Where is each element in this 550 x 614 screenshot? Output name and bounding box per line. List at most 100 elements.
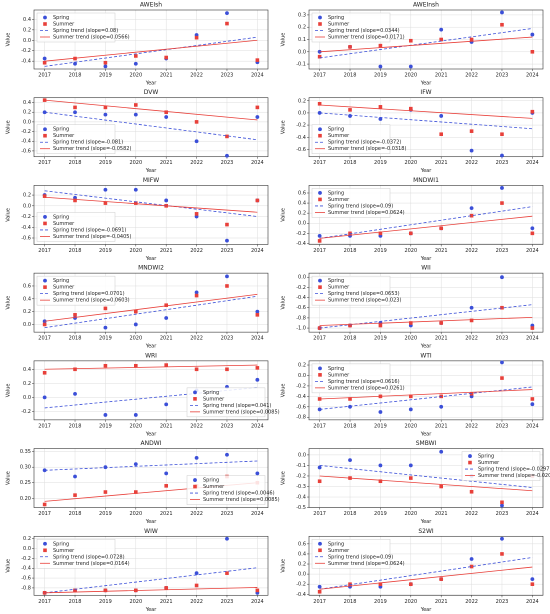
subplot-title: AWEIsh xyxy=(140,2,162,9)
subplot-title: WRI xyxy=(145,352,157,359)
point xyxy=(225,134,229,139)
legend-label: Spring trend (slope=-0.0691) xyxy=(53,227,126,233)
legend-label: Spring xyxy=(328,278,344,284)
x-tick-label: 2017 xyxy=(313,336,326,342)
point xyxy=(409,582,413,586)
legend-label: Summer trend (slope=-0.0405) xyxy=(53,234,131,240)
point xyxy=(409,476,413,480)
x-tick-label: 2020 xyxy=(129,336,142,342)
legend-key xyxy=(43,285,47,289)
legend-label: Spring xyxy=(53,278,69,284)
trend-line xyxy=(319,112,533,130)
legend-key xyxy=(43,22,47,26)
x-tick-label: 2022 xyxy=(465,160,478,166)
point xyxy=(164,484,168,488)
point xyxy=(42,468,47,473)
legend-label: Spring trend (slope=-0.0297) xyxy=(478,467,550,473)
point xyxy=(500,552,504,556)
legend-label: Summer xyxy=(328,197,350,203)
point xyxy=(500,376,504,380)
point xyxy=(378,117,383,121)
point xyxy=(134,309,138,314)
y-tick-label: 0.2 xyxy=(298,211,306,217)
point xyxy=(348,323,352,328)
point xyxy=(500,360,504,365)
point xyxy=(133,61,138,66)
x-tick-label: 2024 xyxy=(251,248,264,254)
point xyxy=(348,45,352,49)
x-tick-label: 2019 xyxy=(374,248,387,254)
x-tick-label: 2024 xyxy=(526,336,539,342)
y-tick-label: -0.4 xyxy=(296,295,306,301)
point xyxy=(439,114,444,118)
legend-label: Spring xyxy=(328,366,344,372)
x-tick-label: 2024 xyxy=(526,511,539,517)
legend-label: Spring trend (slope=0.08) xyxy=(53,28,118,34)
subplot: WII Value Year -1.0 -0.8 -0.6 -0.4 -0.2 0.0 2017 2… xyxy=(281,265,544,350)
legend-label: Summer xyxy=(328,285,350,291)
x-tick-label: 2018 xyxy=(69,160,82,166)
legend-key xyxy=(43,548,47,553)
legend-label: Spring trend (slope=0.0653) xyxy=(328,291,400,297)
legend-label: Spring xyxy=(203,390,219,396)
legend-label: Summer xyxy=(478,460,500,466)
y-tick-label: 0.2 xyxy=(23,110,31,116)
x-tick-label: 2018 xyxy=(69,423,82,429)
point xyxy=(103,105,108,110)
legend-label: Spring xyxy=(53,15,69,21)
trend-line xyxy=(44,460,258,471)
trend-line xyxy=(44,293,258,322)
point xyxy=(103,363,108,368)
point xyxy=(225,21,229,26)
trend-line xyxy=(44,567,258,594)
y-axis-label: Value xyxy=(281,471,287,485)
point xyxy=(408,463,413,468)
y-tick-label: -0.6 xyxy=(21,148,31,154)
trend-line xyxy=(319,316,533,326)
x-tick-label: 2022 xyxy=(190,73,203,79)
point xyxy=(164,55,168,60)
point xyxy=(439,321,443,325)
legend-label: Summer xyxy=(328,133,350,139)
point xyxy=(194,583,199,588)
point xyxy=(317,589,322,594)
x-tick-label: 2022 xyxy=(190,160,203,166)
point xyxy=(103,588,108,593)
legend-label: Spring trend (slope=0.0701) xyxy=(53,291,125,297)
legend-key xyxy=(318,278,322,283)
y-tick-label: 0.0 xyxy=(23,203,31,209)
legend-key xyxy=(43,221,47,226)
y-tick-label: -1.0 xyxy=(296,326,306,332)
x-tick-label: 2019 xyxy=(374,599,387,605)
x-tick-label: 2019 xyxy=(374,160,387,166)
x-tick-label: 2023 xyxy=(221,511,234,517)
x-tick-label: 2021 xyxy=(160,511,173,517)
trend-line xyxy=(319,465,533,488)
legend-label: Summer xyxy=(328,548,350,554)
subplot-title: ANDWI xyxy=(141,440,162,447)
point xyxy=(255,309,260,314)
point xyxy=(469,557,474,561)
point xyxy=(439,37,443,42)
subplot-title: WTI xyxy=(420,352,432,359)
point xyxy=(439,27,444,32)
point xyxy=(500,153,504,158)
legend-key xyxy=(43,541,47,546)
point xyxy=(103,201,108,205)
x-tick-label: 2021 xyxy=(160,423,173,429)
y-tick-label: -0.8 xyxy=(296,315,306,321)
plot-frame xyxy=(308,535,544,596)
trend-line xyxy=(319,28,533,59)
y-axis-label: Value xyxy=(281,383,287,397)
point xyxy=(103,490,108,494)
x-tick-label: 2024 xyxy=(526,160,539,166)
point xyxy=(530,326,535,330)
subplot: SMBWI Value Year -0.5 -0.4 -0.3 -0.2 -0.1 0.0 201… xyxy=(281,440,550,525)
legend-label: Spring xyxy=(53,541,69,547)
point xyxy=(439,404,444,409)
point xyxy=(194,35,199,40)
point xyxy=(73,367,77,372)
trend-line xyxy=(44,387,258,409)
point xyxy=(134,103,138,107)
point xyxy=(500,186,504,190)
